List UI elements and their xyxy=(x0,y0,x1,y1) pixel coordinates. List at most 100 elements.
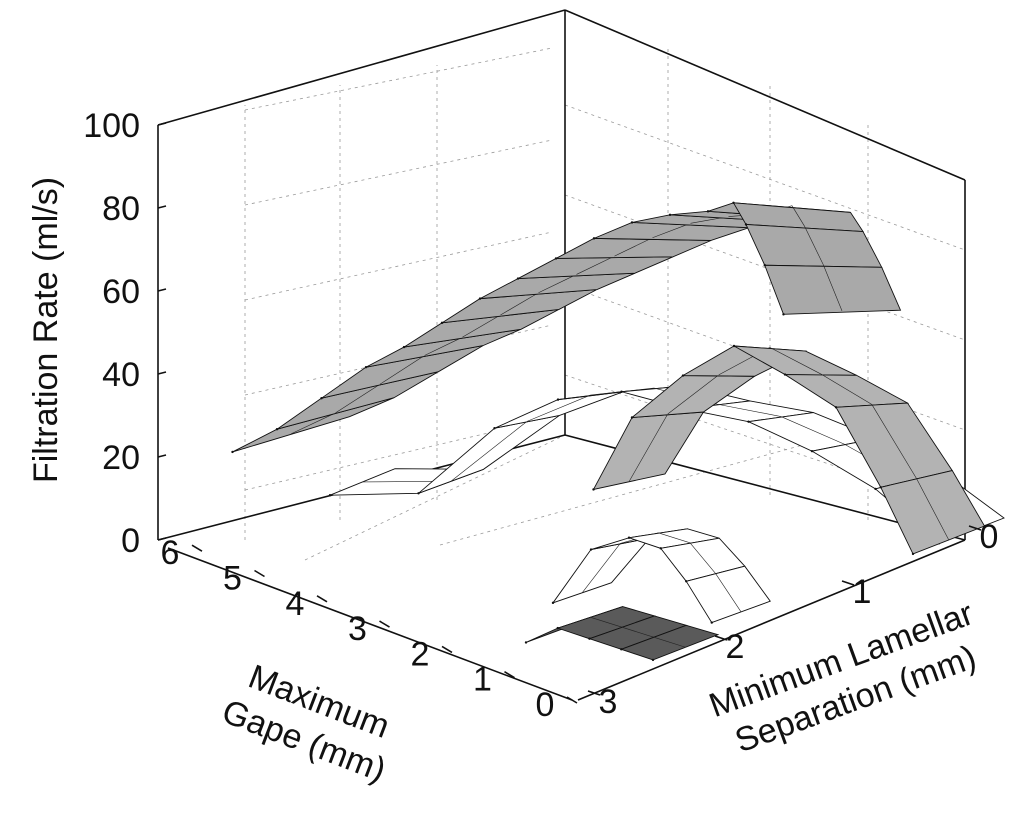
z-tick-label: 0 xyxy=(121,522,140,560)
z-tick-label: 100 xyxy=(83,107,140,145)
back-right-edge xyxy=(564,9,966,181)
surface-D-point xyxy=(627,536,631,539)
surface-C-mesh-line xyxy=(916,478,950,541)
z-tick-mark xyxy=(157,371,167,375)
surface-B-cell xyxy=(418,414,560,494)
z-tick-mark xyxy=(157,205,167,209)
surface-B-cell xyxy=(494,391,624,429)
surface-C-mesh-line xyxy=(667,374,719,415)
surface-C-point xyxy=(592,488,595,491)
surface-B-point xyxy=(417,492,420,495)
surface-A-mesh-line xyxy=(576,255,615,275)
surface-A-mesh-line xyxy=(822,264,843,311)
surface-A-point xyxy=(440,321,444,325)
floor-front-left-edge xyxy=(167,547,573,701)
surface-A-point xyxy=(668,213,672,217)
right-wall-gridline xyxy=(564,194,966,341)
surface-B-point xyxy=(874,487,877,491)
x-tick-mark xyxy=(504,671,515,679)
right-wall-gridline xyxy=(564,104,966,251)
x-tick-mark xyxy=(191,544,203,552)
surface-D-point xyxy=(659,547,662,550)
surface-A-point xyxy=(364,365,368,369)
surface-A-mesh-line xyxy=(791,205,805,227)
z-tick-mark xyxy=(157,122,167,126)
x-tick-label: 5 xyxy=(223,560,242,598)
z-axis-ticks: 0 20 40 60 80 100 xyxy=(83,107,167,560)
surface-C-cell xyxy=(880,470,986,555)
surface-layer xyxy=(231,201,1005,662)
surface-A-mesh-line xyxy=(614,237,653,257)
surface-A-cell xyxy=(517,256,674,279)
surface-A-cell xyxy=(555,237,712,259)
surface-D xyxy=(551,528,771,624)
surface-E xyxy=(524,606,720,662)
surface-C-point xyxy=(783,373,787,376)
floor-gridline xyxy=(439,431,851,546)
y-tick-mark xyxy=(968,525,982,531)
surface-A-mesh-line xyxy=(652,223,691,239)
surface-A-point xyxy=(554,257,558,260)
surface-B-point xyxy=(328,494,332,497)
surface-A-point xyxy=(478,297,482,300)
surface-A-point xyxy=(516,277,520,280)
surface-B-point xyxy=(810,449,814,453)
surface-A-mesh-line xyxy=(538,274,577,294)
x-tick-label: 0 xyxy=(536,686,555,724)
surface-E-point xyxy=(524,641,528,644)
surface-B-mesh-line xyxy=(780,416,845,445)
surface-D-mesh-line xyxy=(715,573,742,612)
surface-A-mesh-line xyxy=(335,383,381,414)
surface-A-mesh-line xyxy=(462,314,501,338)
x-tick-label: 6 xyxy=(161,534,180,572)
surface-B-mesh-line xyxy=(526,394,591,422)
x-tick-mark xyxy=(441,645,453,654)
surface-A-point xyxy=(763,264,766,267)
surface-C-mesh-line xyxy=(820,373,872,405)
x-tick-label: 4 xyxy=(286,585,305,623)
x-tick-mark xyxy=(379,620,390,628)
surface-C-point xyxy=(911,552,915,556)
surface-B-point xyxy=(620,390,623,393)
surface-A-mesh-line xyxy=(379,355,425,385)
surface-E-point xyxy=(588,637,591,640)
surface-E-mesh-line xyxy=(621,626,654,638)
x-axis-title: Maximum Gape (mm) xyxy=(217,658,395,790)
surface-A-point xyxy=(630,221,634,224)
z-tick-label: 20 xyxy=(102,439,140,477)
surface-B-point xyxy=(493,427,496,430)
back-left-edge xyxy=(157,9,566,126)
surface-D-point xyxy=(685,580,688,583)
x-tick-label: 1 xyxy=(473,661,492,699)
surface-A-point xyxy=(592,237,596,240)
surface-D-mesh-line xyxy=(582,543,621,593)
floor-gridline xyxy=(304,434,566,561)
surface-B-point xyxy=(556,398,560,401)
surface-C-point xyxy=(834,406,838,409)
x-tick-mark xyxy=(316,595,328,603)
z-tick-label: 40 xyxy=(102,356,140,394)
surface-E-point xyxy=(651,658,655,662)
surface-C xyxy=(592,344,986,556)
z-tick-mark xyxy=(157,288,167,292)
surface-C-point xyxy=(681,374,685,377)
surface-B-point xyxy=(747,420,750,423)
z-axis-title: Filtration Rate (ml/s) xyxy=(27,177,65,483)
surface-B-mesh-line xyxy=(717,403,782,417)
x-axis-ticks: 0 1 2 3 4 5 6 xyxy=(161,534,578,724)
floor-front-right-edge xyxy=(577,539,966,701)
surface-A-point xyxy=(275,428,279,431)
surface-A-point xyxy=(782,313,785,316)
surface-E-point xyxy=(556,626,559,630)
surface-C-mesh-line xyxy=(628,413,669,482)
y-tick-mark xyxy=(587,690,601,696)
x-tick-label: 3 xyxy=(348,610,367,648)
y-tick-label: 2 xyxy=(726,628,745,666)
surface-A-point xyxy=(732,201,735,204)
surface-C-cell xyxy=(783,374,910,408)
surface-D-point xyxy=(589,548,593,551)
x-tick-label: 2 xyxy=(411,635,430,673)
surface-C-cell xyxy=(592,411,705,491)
surface-C-point xyxy=(879,486,882,489)
